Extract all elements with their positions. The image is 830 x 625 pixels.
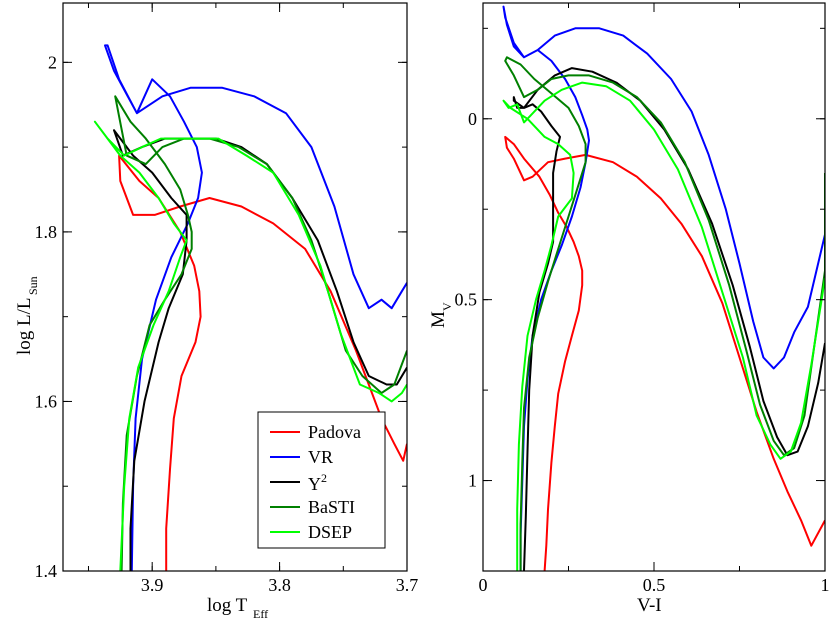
hr-curves bbox=[93, 44, 407, 571]
hr-series-dsep bbox=[93, 120, 407, 571]
cmd-ylabel-sub: V bbox=[440, 302, 454, 311]
hr-xlabel-sub: Eff bbox=[253, 607, 268, 621]
cmd-series-dsep bbox=[502, 81, 825, 571]
cmd-ytick-label: 0 bbox=[468, 109, 477, 129]
hr-xlabel-main: log T bbox=[207, 595, 248, 616]
hr-xtick-label: 3.8 bbox=[268, 575, 291, 595]
cmd-series-padova bbox=[504, 135, 825, 571]
cmd-series-y2 bbox=[512, 67, 825, 571]
legend-entry-basti: BaSTI bbox=[270, 497, 355, 517]
hr-ticks: 3.9 3.8 3.7 1.4 1.6 1.8 2 bbox=[35, 3, 419, 595]
cmd-ytick-label: 0.5 bbox=[455, 290, 478, 310]
hr-xtick-label: 3.7 bbox=[396, 575, 419, 595]
legend-label-vr: VR bbox=[308, 447, 333, 467]
hr-series-padova bbox=[118, 154, 407, 571]
cmd-ylabel-main: M bbox=[428, 311, 449, 328]
legend-label-dsep: DSEP bbox=[308, 522, 352, 542]
cmd-series-vr bbox=[502, 5, 825, 571]
legend-entry-padova: Padova bbox=[270, 422, 361, 442]
hr-ylabel: log L/L Sun bbox=[14, 276, 40, 355]
legend-label-basti: BaSTI bbox=[308, 497, 355, 517]
legend-label-y2-main: Y bbox=[308, 474, 321, 494]
cmd-xtick-label: 0.5 bbox=[643, 575, 666, 595]
cmd-plot-frame bbox=[482, 2, 826, 572]
legend-box bbox=[257, 411, 386, 549]
cmd-ytick-label: 1 bbox=[468, 471, 477, 491]
cmd-xtick-label: 1 bbox=[821, 575, 830, 595]
legend-entry-dsep: DSEP bbox=[270, 522, 352, 542]
legend-label-padova: Padova bbox=[308, 422, 361, 442]
hr-ytick-label: 1.8 bbox=[35, 222, 58, 242]
cmd-panel: 0 0.5 1 0 0.5 1 V-I M V bbox=[428, 2, 830, 616]
legend: Padova VR Y2 BaSTI DSEP bbox=[257, 411, 386, 549]
hr-xlabel: log T Eff bbox=[207, 595, 268, 621]
legend-label-y2: Y2 bbox=[308, 471, 327, 494]
hr-diagram-panel: 3.9 3.8 3.7 1.4 1.6 1.8 2 log T Eff log L/L Su… bbox=[14, 2, 419, 621]
cmd-curves bbox=[502, 5, 825, 571]
legend-label-y2-sup: 2 bbox=[321, 471, 327, 485]
hr-ytick-label: 2 bbox=[48, 52, 57, 72]
cmd-ticks: 0 0.5 1 0 0.5 1 bbox=[455, 3, 830, 595]
cmd-xtick-label: 0 bbox=[479, 575, 488, 595]
hr-ytick-label: 1.4 bbox=[35, 561, 58, 581]
cmd-xlabel: V-I bbox=[637, 595, 662, 616]
hr-series-vr bbox=[104, 44, 407, 571]
hr-ylabel-main: log L/L bbox=[14, 297, 35, 355]
hr-ylabel-sub: Sun bbox=[26, 276, 40, 295]
hr-xtick-label: 3.9 bbox=[141, 575, 164, 595]
hr-plot-frame bbox=[62, 2, 408, 572]
cmd-series-basti bbox=[504, 56, 825, 571]
legend-entry-y2: Y2 bbox=[270, 471, 327, 494]
hr-ytick-label: 1.6 bbox=[35, 391, 58, 411]
cmd-ylabel: M V bbox=[428, 302, 454, 328]
legend-entry-vr: VR bbox=[270, 447, 333, 467]
